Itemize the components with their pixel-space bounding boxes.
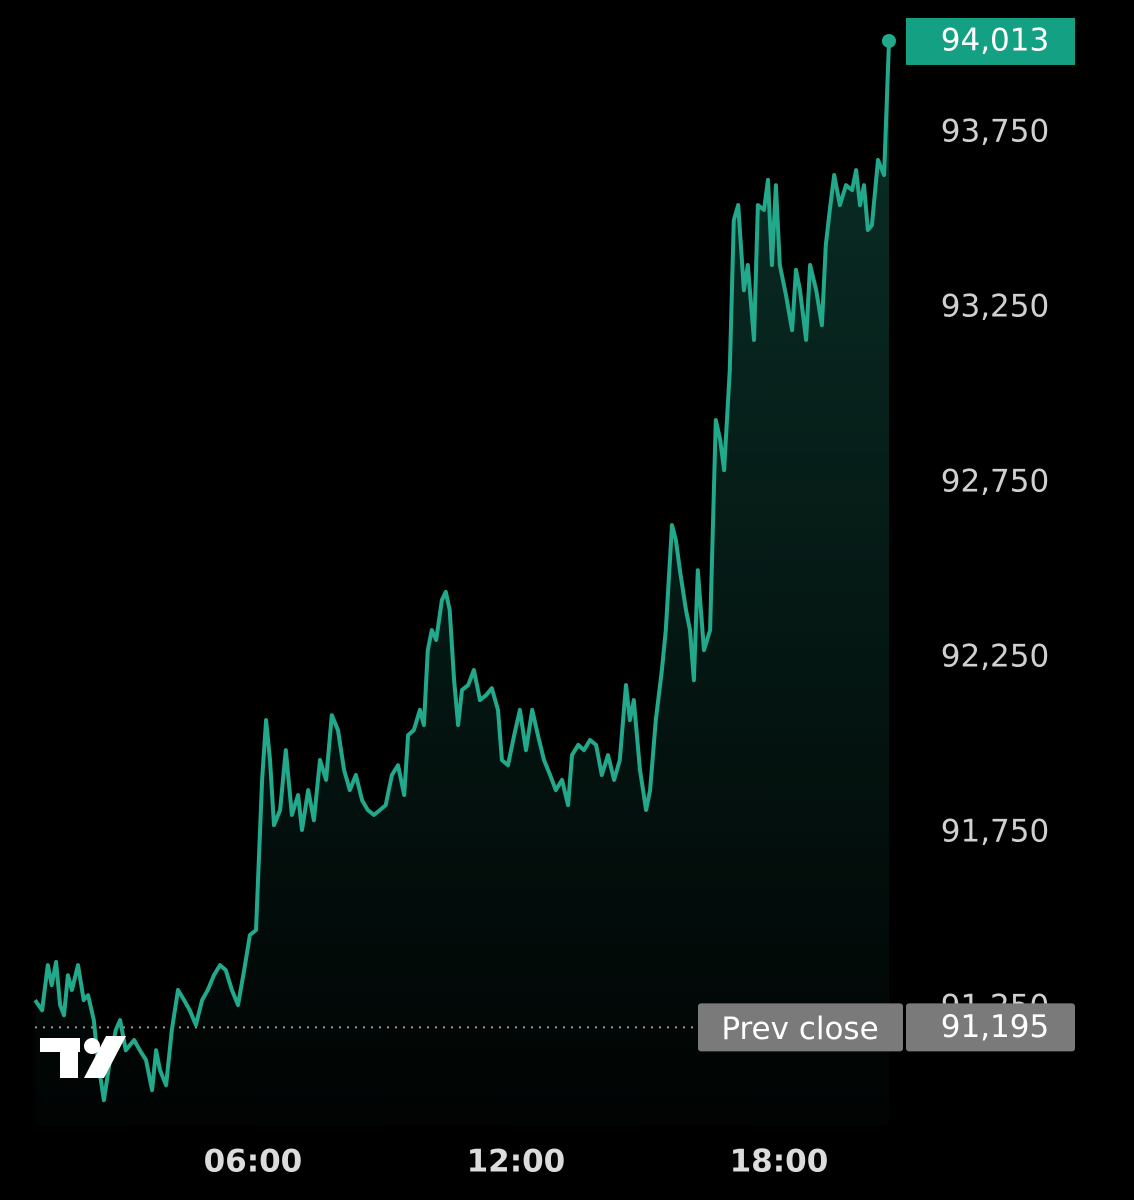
y-tick-label: 92,750 — [941, 464, 1049, 500]
prev-close-name-box — [698, 1003, 903, 1052]
prev-close-value-box — [906, 1003, 1075, 1052]
logo-slash — [84, 1036, 126, 1078]
y-tick-label: 91,750 — [941, 814, 1049, 850]
price-line — [33, 40, 891, 1103]
last-price-box — [906, 17, 1075, 65]
y-tick-label: 93,250 — [941, 289, 1049, 325]
y-tick-label: 92,250 — [941, 639, 1049, 675]
prev-close-value: 91,195 — [941, 1009, 1049, 1045]
area-fill — [35, 41, 890, 1125]
last-price-label: 94,013 — [941, 22, 1049, 58]
prev-close-name: Prev close — [721, 1011, 878, 1047]
logo-stem — [60, 1038, 78, 1078]
logo — [40, 1036, 126, 1078]
x-tick-label: 12:00 — [467, 1144, 566, 1180]
logo-dot — [84, 1038, 100, 1054]
x-tick-label: 18:00 — [730, 1144, 829, 1180]
last-point — [881, 33, 896, 48]
y-tick-label: 93,750 — [941, 114, 1049, 150]
plot-layer: 91,25091,75092,25092,75093,25093,75006:0… — [33, 17, 1075, 1180]
x-tick-label: 06:00 — [204, 1144, 303, 1180]
